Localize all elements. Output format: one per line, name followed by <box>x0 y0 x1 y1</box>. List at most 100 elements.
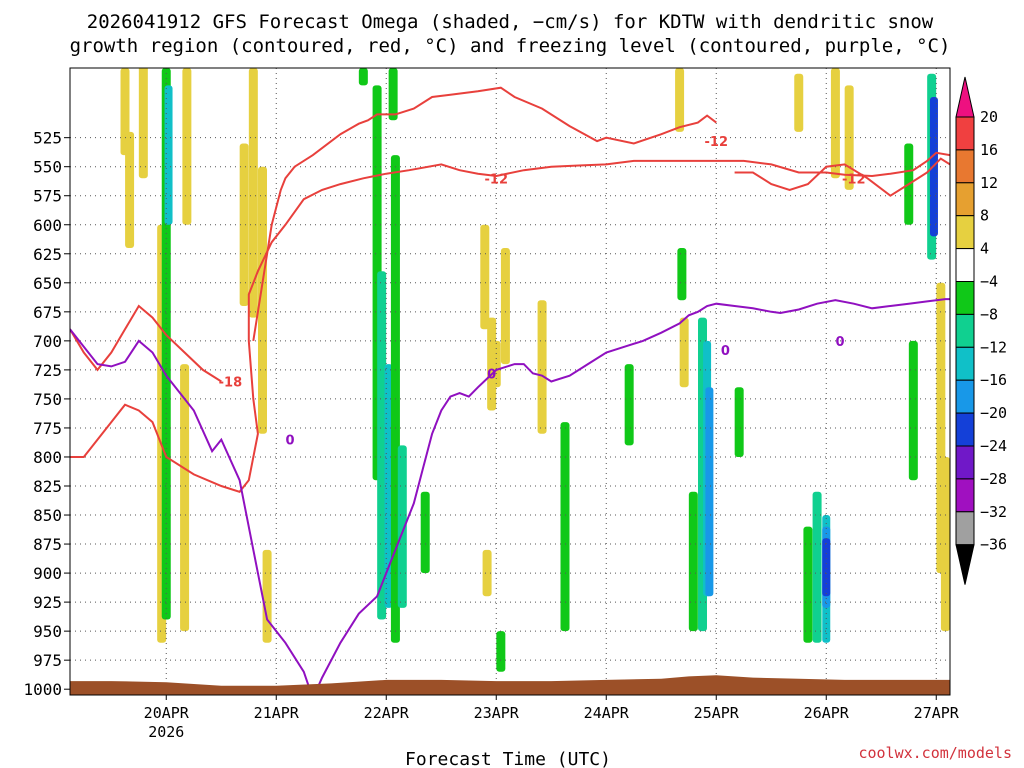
colorbar-swatch <box>955 248 975 283</box>
omega-streak <box>908 340 918 481</box>
omega-streak <box>388 68 398 121</box>
omega-streak <box>182 68 192 225</box>
omega-streak <box>239 143 249 307</box>
dgz-contour-line <box>70 304 222 383</box>
omega-streak <box>560 422 570 632</box>
y-axis: 525 550 575 600 625 650 675 700 725 750 775 800 825 8… <box>23 129 70 699</box>
x-tick-label: 27APR <box>914 704 960 722</box>
colorbar-swatch <box>955 346 975 381</box>
x-tick-label: 22APR <box>364 704 410 722</box>
colorbar-swatch <box>955 149 975 184</box>
y-tick-label: 925 <box>33 593 62 612</box>
colorbar-swatch <box>955 116 975 151</box>
chart-title-line-2: growth region (contoured, red, °C) and f… <box>70 35 951 57</box>
colorbar-tick-label: −24 <box>980 437 1007 455</box>
y-tick-label: 675 <box>33 303 62 322</box>
omega-streak <box>675 68 685 132</box>
omega-streak <box>500 247 510 365</box>
colorbar-tick-label: 8 <box>980 207 989 225</box>
colorbar-tick-label: −12 <box>980 338 1007 356</box>
colorbar-swatch <box>955 379 975 414</box>
y-tick-label: 650 <box>33 274 62 293</box>
colorbar-tick-label: 4 <box>980 240 989 258</box>
dgz-contour-label: -18 <box>219 376 243 391</box>
omega-streak <box>180 364 190 632</box>
x-tick-label: 21APR <box>254 704 300 722</box>
omega-streak <box>258 166 267 434</box>
dgz-contour-line <box>734 157 950 197</box>
y-tick-label: 625 <box>33 245 62 264</box>
omega-streak <box>138 68 148 179</box>
y-tick-label: 575 <box>33 187 62 206</box>
colorbar-swatch <box>955 511 975 546</box>
colorbar-tick-label: 20 <box>980 108 998 126</box>
y-tick-label: 900 <box>33 564 62 583</box>
colorbar-swatch <box>955 281 975 315</box>
omega-streak <box>812 491 822 643</box>
colorbar-tick-label: 12 <box>980 174 998 192</box>
colorbar-swatch <box>955 215 975 250</box>
colorbar-tick-label: −28 <box>980 470 1007 488</box>
omega-streak <box>830 68 840 179</box>
freezing-level-label: 0 <box>835 335 844 350</box>
freezing-level-label: 0 <box>285 434 294 449</box>
omega-streak <box>688 491 698 632</box>
y-tick-label: 750 <box>33 390 62 409</box>
dgz-contour-label: -12 <box>705 135 729 150</box>
freezing-level-label: 0 <box>721 344 730 359</box>
y-tick-label: 725 <box>33 361 62 380</box>
y-tick-label: 825 <box>33 477 62 496</box>
colorbar-tick-label: −20 <box>980 404 1007 422</box>
plot-frame <box>69 67 951 696</box>
omega-streak <box>844 85 854 190</box>
omega-streak <box>537 300 547 434</box>
y-tick-label: 525 <box>33 129 62 148</box>
x-axis-label: Forecast Time (UTC) <box>405 749 611 768</box>
omega-streak <box>679 317 689 388</box>
y-tick-label: 600 <box>33 216 62 235</box>
omega-streak <box>803 526 813 643</box>
omega-streak <box>624 364 634 446</box>
omega-streak <box>420 491 430 574</box>
colorbar-swatch <box>955 182 975 217</box>
colorbar-tick-label: 16 <box>980 141 998 159</box>
x-tick-sublabel: 2026 <box>148 723 184 741</box>
freezing-level-line <box>70 298 950 695</box>
colorbar-bottom-arrow <box>955 544 975 585</box>
colorbar-tick-label: −32 <box>980 503 1007 521</box>
ground-layer <box>70 675 950 695</box>
y-tick-label: 700 <box>33 332 62 351</box>
x-tick-label: 26APR <box>804 704 850 722</box>
omega-streak <box>384 364 393 608</box>
omega-streak <box>705 387 714 597</box>
source-credit: coolwx.com/models <box>858 744 1012 762</box>
omega-streak <box>377 271 387 620</box>
colorbar-tick-label: −8 <box>980 305 998 323</box>
colorbar-swatch <box>955 313 975 348</box>
omega-streak <box>794 73 804 132</box>
colorbar-tick-label: −36 <box>980 536 1007 554</box>
below-ground-area <box>70 675 950 695</box>
omega-streak <box>164 85 173 225</box>
colorbar-tick-label: −16 <box>980 371 1007 389</box>
contour-layer: -12 -12 -18 -12 0 0 0 0 <box>70 86 950 695</box>
dgz-contour-line <box>70 151 950 493</box>
colorbar: 20 16 12 8 4 −4 −8 −12 −16 −20 −24 −28 −32 −36 <box>955 76 1007 585</box>
x-tick-label: 24APR <box>584 704 630 722</box>
colorbar-swatch <box>955 412 975 447</box>
omega-streak <box>487 317 497 411</box>
omega-streak <box>822 538 831 597</box>
y-tick-label: 1000 <box>23 680 62 699</box>
omega-streak <box>358 68 368 86</box>
dgz-contour-label: -12 <box>842 172 866 187</box>
y-tick-label: 875 <box>33 535 62 554</box>
colorbar-swatch <box>955 445 975 480</box>
freezing-level-label: 0 <box>487 367 496 382</box>
x-tick-label: 23APR <box>474 704 520 722</box>
y-tick-label: 800 <box>33 448 62 467</box>
omega-streak <box>262 549 272 643</box>
y-tick-label: 975 <box>33 651 62 670</box>
